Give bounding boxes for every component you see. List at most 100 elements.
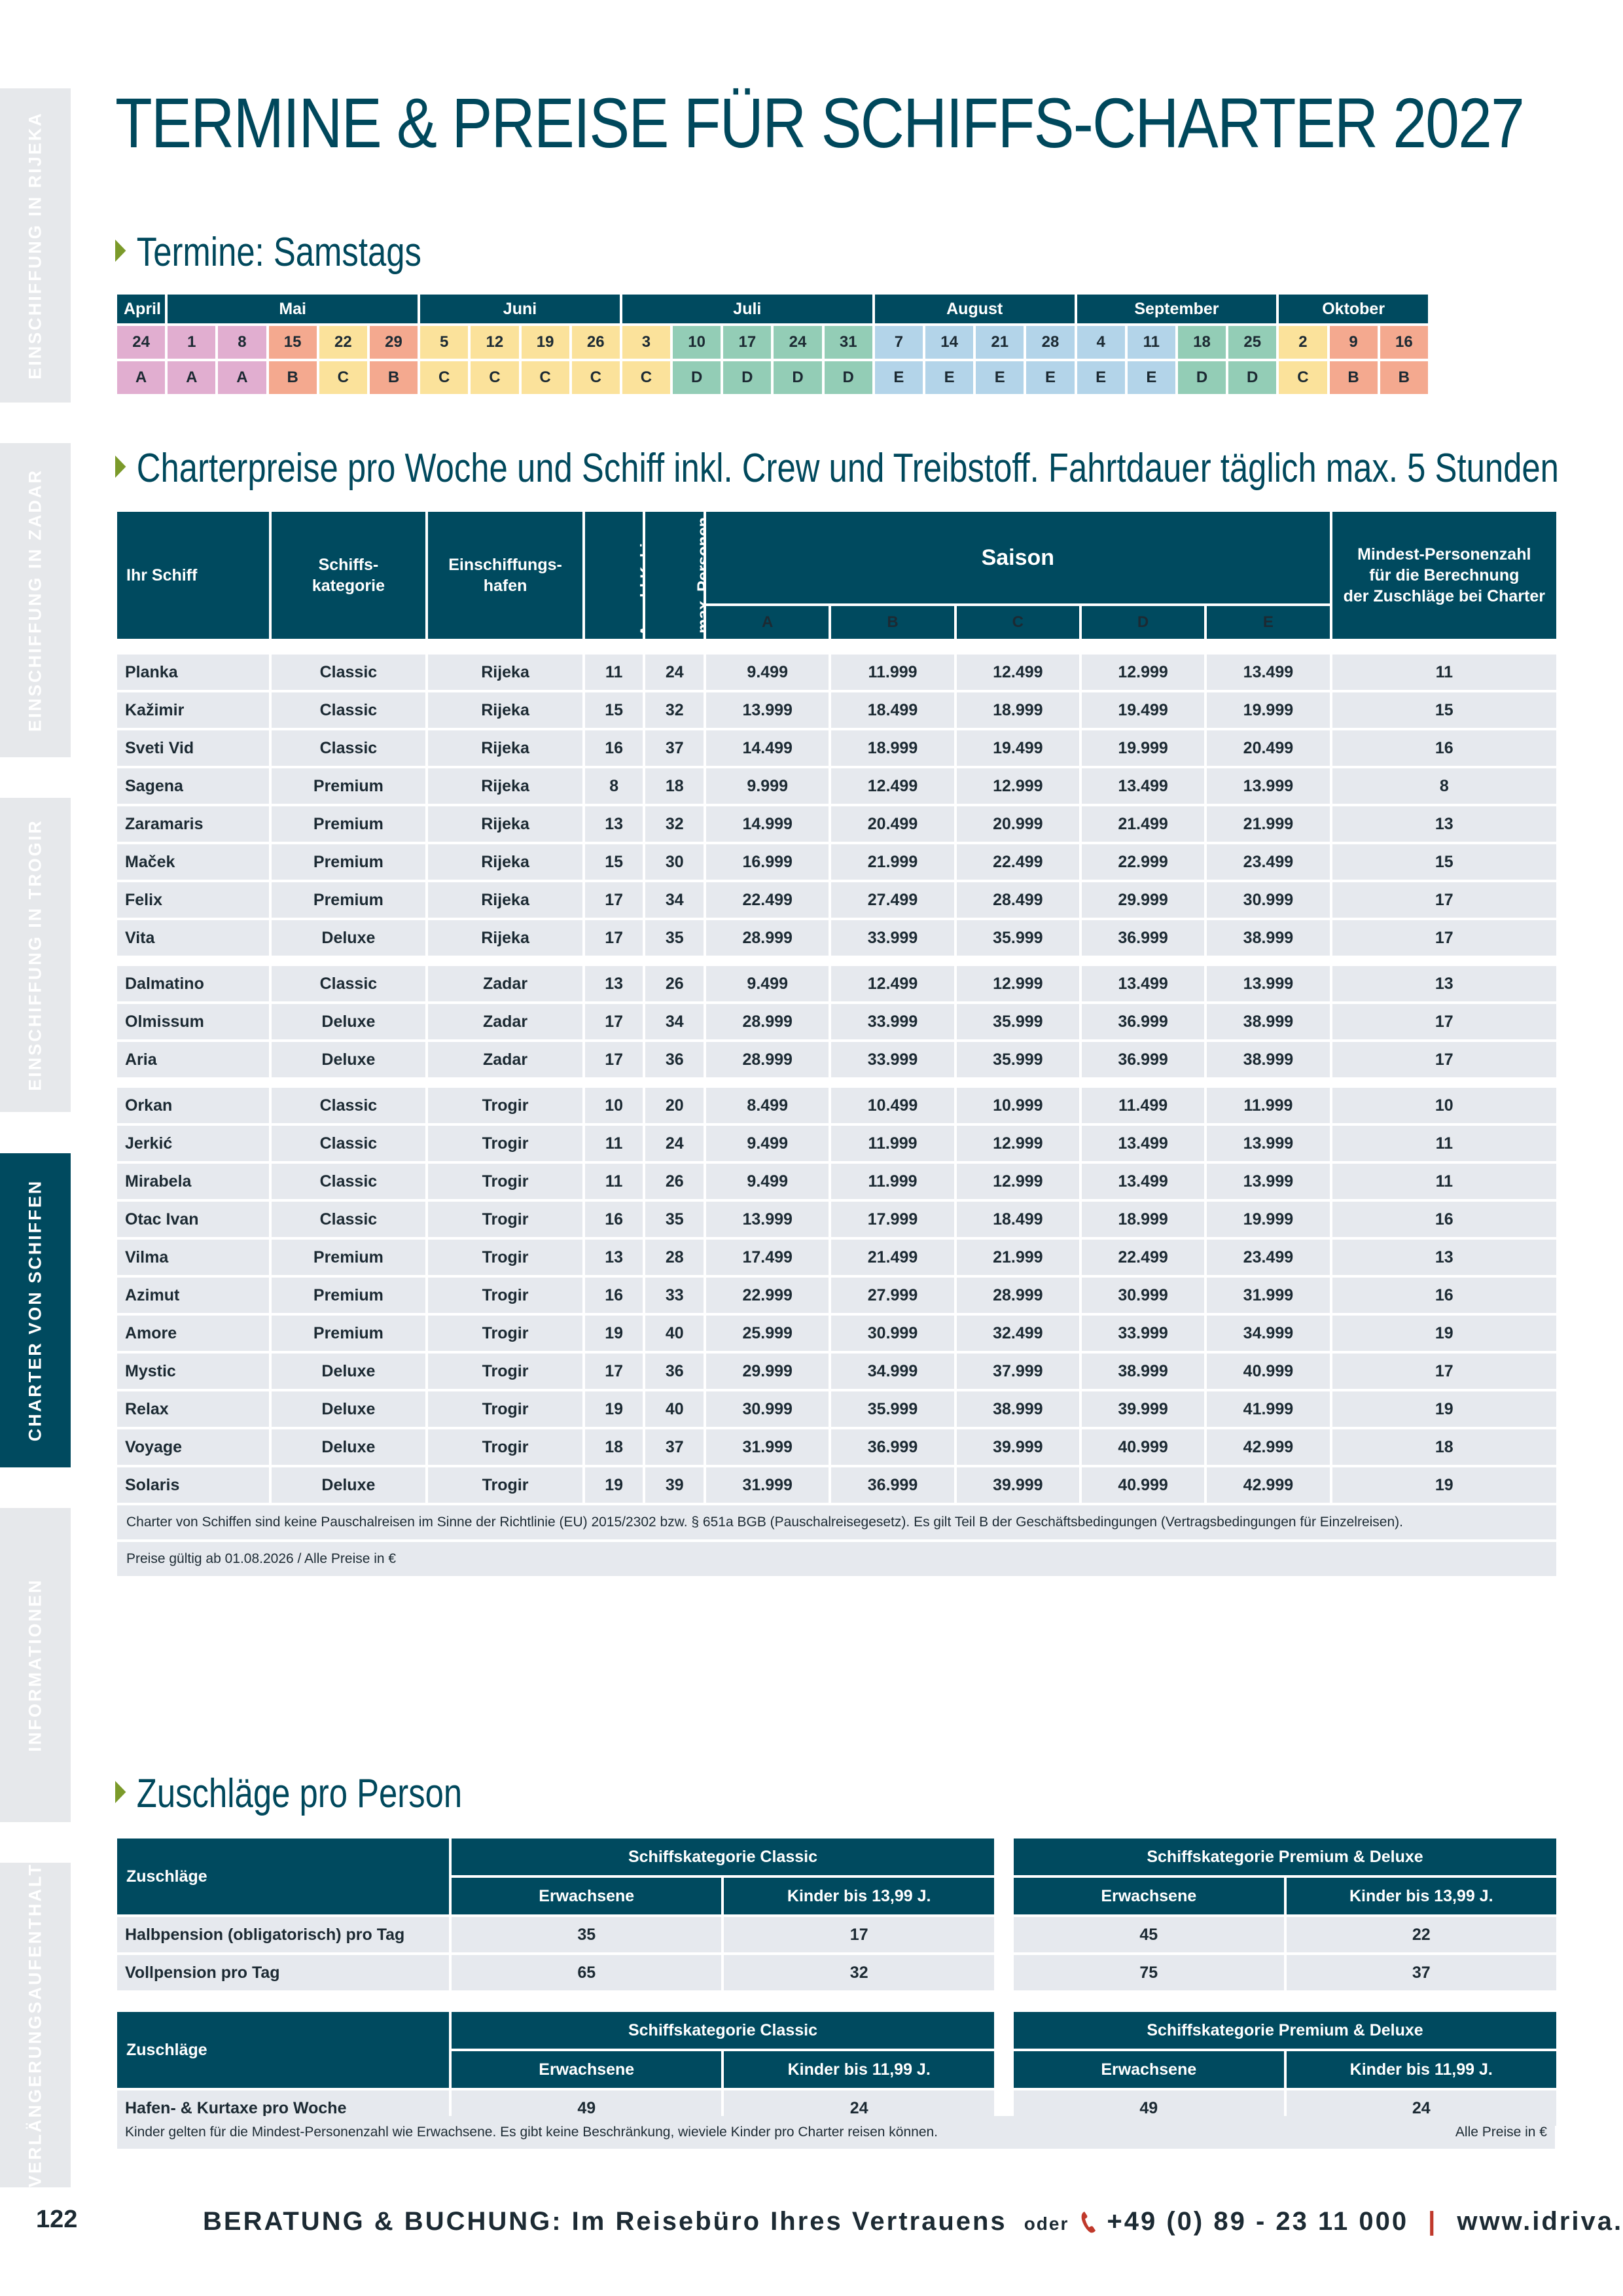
ship-persons: 32	[645, 692, 704, 728]
date-cell: 11	[1127, 326, 1175, 359]
price-cell: 13.999	[1207, 1126, 1330, 1161]
price-cell: 11.999	[1207, 1088, 1330, 1123]
ship-min-persons: 11	[1332, 655, 1556, 690]
ship-min-persons: 13	[1332, 806, 1556, 842]
price-cell: 36.999	[1081, 1042, 1205, 1077]
price-cell: 13.499	[1081, 1164, 1205, 1199]
month-header: Juni	[420, 295, 620, 323]
ship-port: Trogir	[428, 1240, 582, 1275]
date-cell: 24	[774, 326, 822, 359]
page-title: TERMINE & PREISE FÜR SCHIFFS-CHARTER 202…	[115, 83, 1525, 162]
price-cell: 12.999	[1081, 655, 1205, 690]
ship-min-persons: 19	[1332, 1391, 1556, 1427]
season-label-a: A	[706, 606, 829, 639]
date-cell: 22	[319, 326, 367, 359]
price-cell: 28.999	[956, 1278, 1079, 1313]
ship-cabins: 15	[584, 692, 643, 728]
price-cell: 12.499	[956, 655, 1079, 690]
ship-name: Maček	[117, 844, 269, 880]
price-cell: 31.999	[706, 1429, 829, 1465]
ship-row: Amore Premium Trogir 19 40 25.999 30.999 32.499…	[117, 1316, 1556, 1351]
ship-min-persons: 13	[1332, 966, 1556, 1001]
ship-row: Zaramaris Premium Rijeka 13 32 14.999 20.499 20…	[117, 806, 1556, 842]
header-port: Einschiffungs- hafen	[428, 512, 582, 639]
price-cell: 12.999	[956, 1126, 1079, 1161]
season-cell: D	[774, 361, 822, 394]
price-cell: 25.999	[706, 1316, 829, 1351]
ship-cabins: 17	[584, 882, 643, 918]
price-cell: 19.999	[1207, 1202, 1330, 1237]
bullet-triangle-icon	[115, 1781, 126, 1803]
ship-category: Deluxe	[271, 1042, 426, 1077]
price-cell: 11.999	[831, 1126, 954, 1161]
ship-cabins: 19	[584, 1467, 643, 1503]
footer-separator: |	[1428, 2207, 1438, 2236]
price-cell: 21.499	[1081, 806, 1205, 842]
price-cell: 21.999	[956, 1240, 1079, 1275]
side-tab-trogir[interactable]: EINSCHIFFUNG IN TROGIR	[0, 798, 71, 1112]
price-cell: 12.499	[831, 768, 954, 804]
price-cell: 13.999	[1207, 768, 1330, 804]
category-classic-header: Schiffskategorie Classic	[452, 2012, 994, 2049]
ship-category: Deluxe	[271, 1429, 426, 1465]
ship-port: Trogir	[428, 1126, 582, 1161]
side-tab-rijeka[interactable]: EINSCHIFFUNG IN RIJEKA	[0, 88, 71, 403]
price-cell: 31.999	[1207, 1278, 1330, 1313]
month-header: September	[1077, 295, 1277, 323]
side-tab-informationen[interactable]: INFORMATIONEN	[0, 1508, 71, 1822]
ship-row: Solaris Deluxe Trogir 19 39 31.999 36.999 39.99…	[117, 1467, 1556, 1503]
ship-port: Trogir	[428, 1088, 582, 1123]
side-tab-zadar[interactable]: EINSCHIFFUNG IN ZADAR	[0, 443, 71, 757]
ship-min-persons: 15	[1332, 692, 1556, 728]
date-cell: 29	[369, 326, 418, 359]
date-cell: 5	[420, 326, 469, 359]
header-min-persons: Mindest-Personenzahl für die Berechnung …	[1332, 512, 1556, 639]
price-cell: 14.999	[706, 806, 829, 842]
ship-port: Trogir	[428, 1202, 582, 1237]
ship-persons: 34	[645, 1004, 704, 1039]
date-cell: 25	[1228, 326, 1277, 359]
ship-name: Sagena	[117, 768, 269, 804]
price-note: Preise gültig ab 01.08.2026 / Alle Preis…	[117, 1542, 1556, 1576]
footer-booking-text: BERATUNG & BUCHUNG: Im Reisebüro Ihres V…	[203, 2207, 1007, 2236]
price-cell: 9.499	[706, 966, 829, 1001]
ship-persons: 37	[645, 1429, 704, 1465]
price-note-row: Preise gültig ab 01.08.2026 / Alle Preis…	[117, 1542, 1556, 1576]
ship-row: Kažimir Classic Rijeka 15 32 13.999 18.499 18.9…	[117, 692, 1556, 728]
price-cell: 13.499	[1081, 768, 1205, 804]
ship-min-persons: 18	[1332, 1429, 1556, 1465]
ship-name: Olmissum	[117, 1004, 269, 1039]
price-cell: 29.999	[706, 1354, 829, 1389]
price-cell: 36.999	[831, 1467, 954, 1503]
season-cell: C	[471, 361, 519, 394]
footer-phone[interactable]: +49 (0) 89 - 23 11 000	[1107, 2207, 1409, 2236]
surcharge-row: Halbpension (obligatorisch) pro Tag 35 17 4…	[117, 1917, 1556, 1952]
footer-website-link[interactable]: www.idriva.de	[1457, 2207, 1623, 2236]
ship-persons: 39	[645, 1467, 704, 1503]
ship-row: Sagena Premium Rijeka 8 18 9.999 12.499 12.999 1…	[117, 768, 1556, 804]
price-cell: 13.499	[1081, 1126, 1205, 1161]
ship-min-persons: 16	[1332, 1278, 1556, 1313]
ship-name: Dalmatino	[117, 966, 269, 1001]
ship-cabins: 13	[584, 1240, 643, 1275]
ship-cabins: 13	[584, 806, 643, 842]
season-cell: E	[1026, 361, 1075, 394]
price-cell: 34.999	[1207, 1316, 1330, 1351]
side-tab-charter[interactable]: CHARTER VON SCHIFFEN	[0, 1153, 71, 1467]
price-cell: 33.999	[1081, 1316, 1205, 1351]
price-cell: 12.999	[956, 768, 1079, 804]
ship-row: Vita Deluxe Rijeka 17 35 28.999 33.999 35.999 36…	[117, 920, 1556, 956]
ship-persons: 24	[645, 655, 704, 690]
side-tab-verlaengerung[interactable]: VERLÄNGERUNGSAUFENTHALT	[0, 1863, 71, 2187]
price-cell: 38.999	[1207, 920, 1330, 956]
ship-port: Rijeka	[428, 730, 582, 766]
ship-category: Premium	[271, 1316, 426, 1351]
ship-name: Jerkić	[117, 1126, 269, 1161]
page-number: 122	[36, 2206, 78, 2233]
ship-name: Mirabela	[117, 1164, 269, 1199]
price-cell: 35.999	[956, 1004, 1079, 1039]
price-cell: 19.999	[1081, 730, 1205, 766]
price-cell: 30.999	[831, 1316, 954, 1351]
ship-port: Rijeka	[428, 844, 582, 880]
season-cell: D	[723, 361, 772, 394]
